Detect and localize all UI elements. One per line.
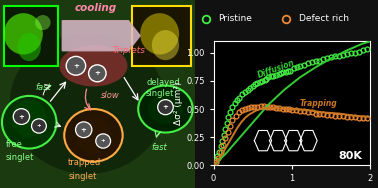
- Text: +: +: [101, 139, 105, 143]
- Text: Defect rich: Defect rich: [299, 14, 349, 23]
- Ellipse shape: [59, 45, 127, 86]
- Text: delayed: delayed: [146, 78, 180, 87]
- Circle shape: [76, 122, 92, 138]
- Ellipse shape: [64, 109, 122, 162]
- Ellipse shape: [148, 94, 183, 124]
- Ellipse shape: [138, 86, 193, 133]
- Ellipse shape: [10, 33, 166, 174]
- Text: Trapping: Trapping: [300, 99, 338, 108]
- Text: +: +: [73, 63, 79, 69]
- Text: singlet: singlet: [146, 89, 174, 98]
- Text: fast: fast: [35, 83, 51, 92]
- Polygon shape: [0, 0, 195, 188]
- Polygon shape: [62, 21, 140, 51]
- Circle shape: [13, 109, 29, 124]
- Text: +: +: [94, 70, 100, 76]
- Text: singlet: singlet: [68, 172, 96, 181]
- Text: Diffusion: Diffusion: [257, 58, 296, 80]
- Circle shape: [158, 100, 173, 115]
- Text: cooling: cooling: [74, 3, 116, 13]
- FancyBboxPatch shape: [132, 6, 191, 66]
- Circle shape: [31, 119, 46, 133]
- Text: fast: fast: [152, 143, 167, 152]
- Ellipse shape: [152, 30, 179, 60]
- Ellipse shape: [2, 96, 56, 149]
- Y-axis label: Δσ² (µm²): Δσ² (µm²): [174, 82, 183, 125]
- Text: free: free: [6, 140, 23, 149]
- Text: Pristine: Pristine: [218, 14, 253, 23]
- Ellipse shape: [4, 13, 43, 55]
- Text: trapped: trapped: [68, 158, 101, 168]
- Circle shape: [66, 56, 86, 75]
- FancyBboxPatch shape: [4, 6, 59, 66]
- Text: +: +: [163, 104, 169, 110]
- Text: singlet: singlet: [6, 153, 34, 162]
- Text: +: +: [37, 124, 41, 128]
- Ellipse shape: [76, 117, 111, 154]
- Text: 80K: 80K: [339, 151, 363, 161]
- Circle shape: [96, 134, 111, 148]
- Ellipse shape: [140, 13, 179, 55]
- Ellipse shape: [35, 15, 51, 30]
- Text: +: +: [81, 127, 87, 133]
- Text: +: +: [19, 114, 24, 120]
- Text: slow: slow: [101, 91, 120, 100]
- Text: Triplets: Triplets: [113, 46, 146, 55]
- Circle shape: [88, 65, 106, 82]
- Ellipse shape: [12, 100, 47, 137]
- Ellipse shape: [17, 33, 41, 61]
